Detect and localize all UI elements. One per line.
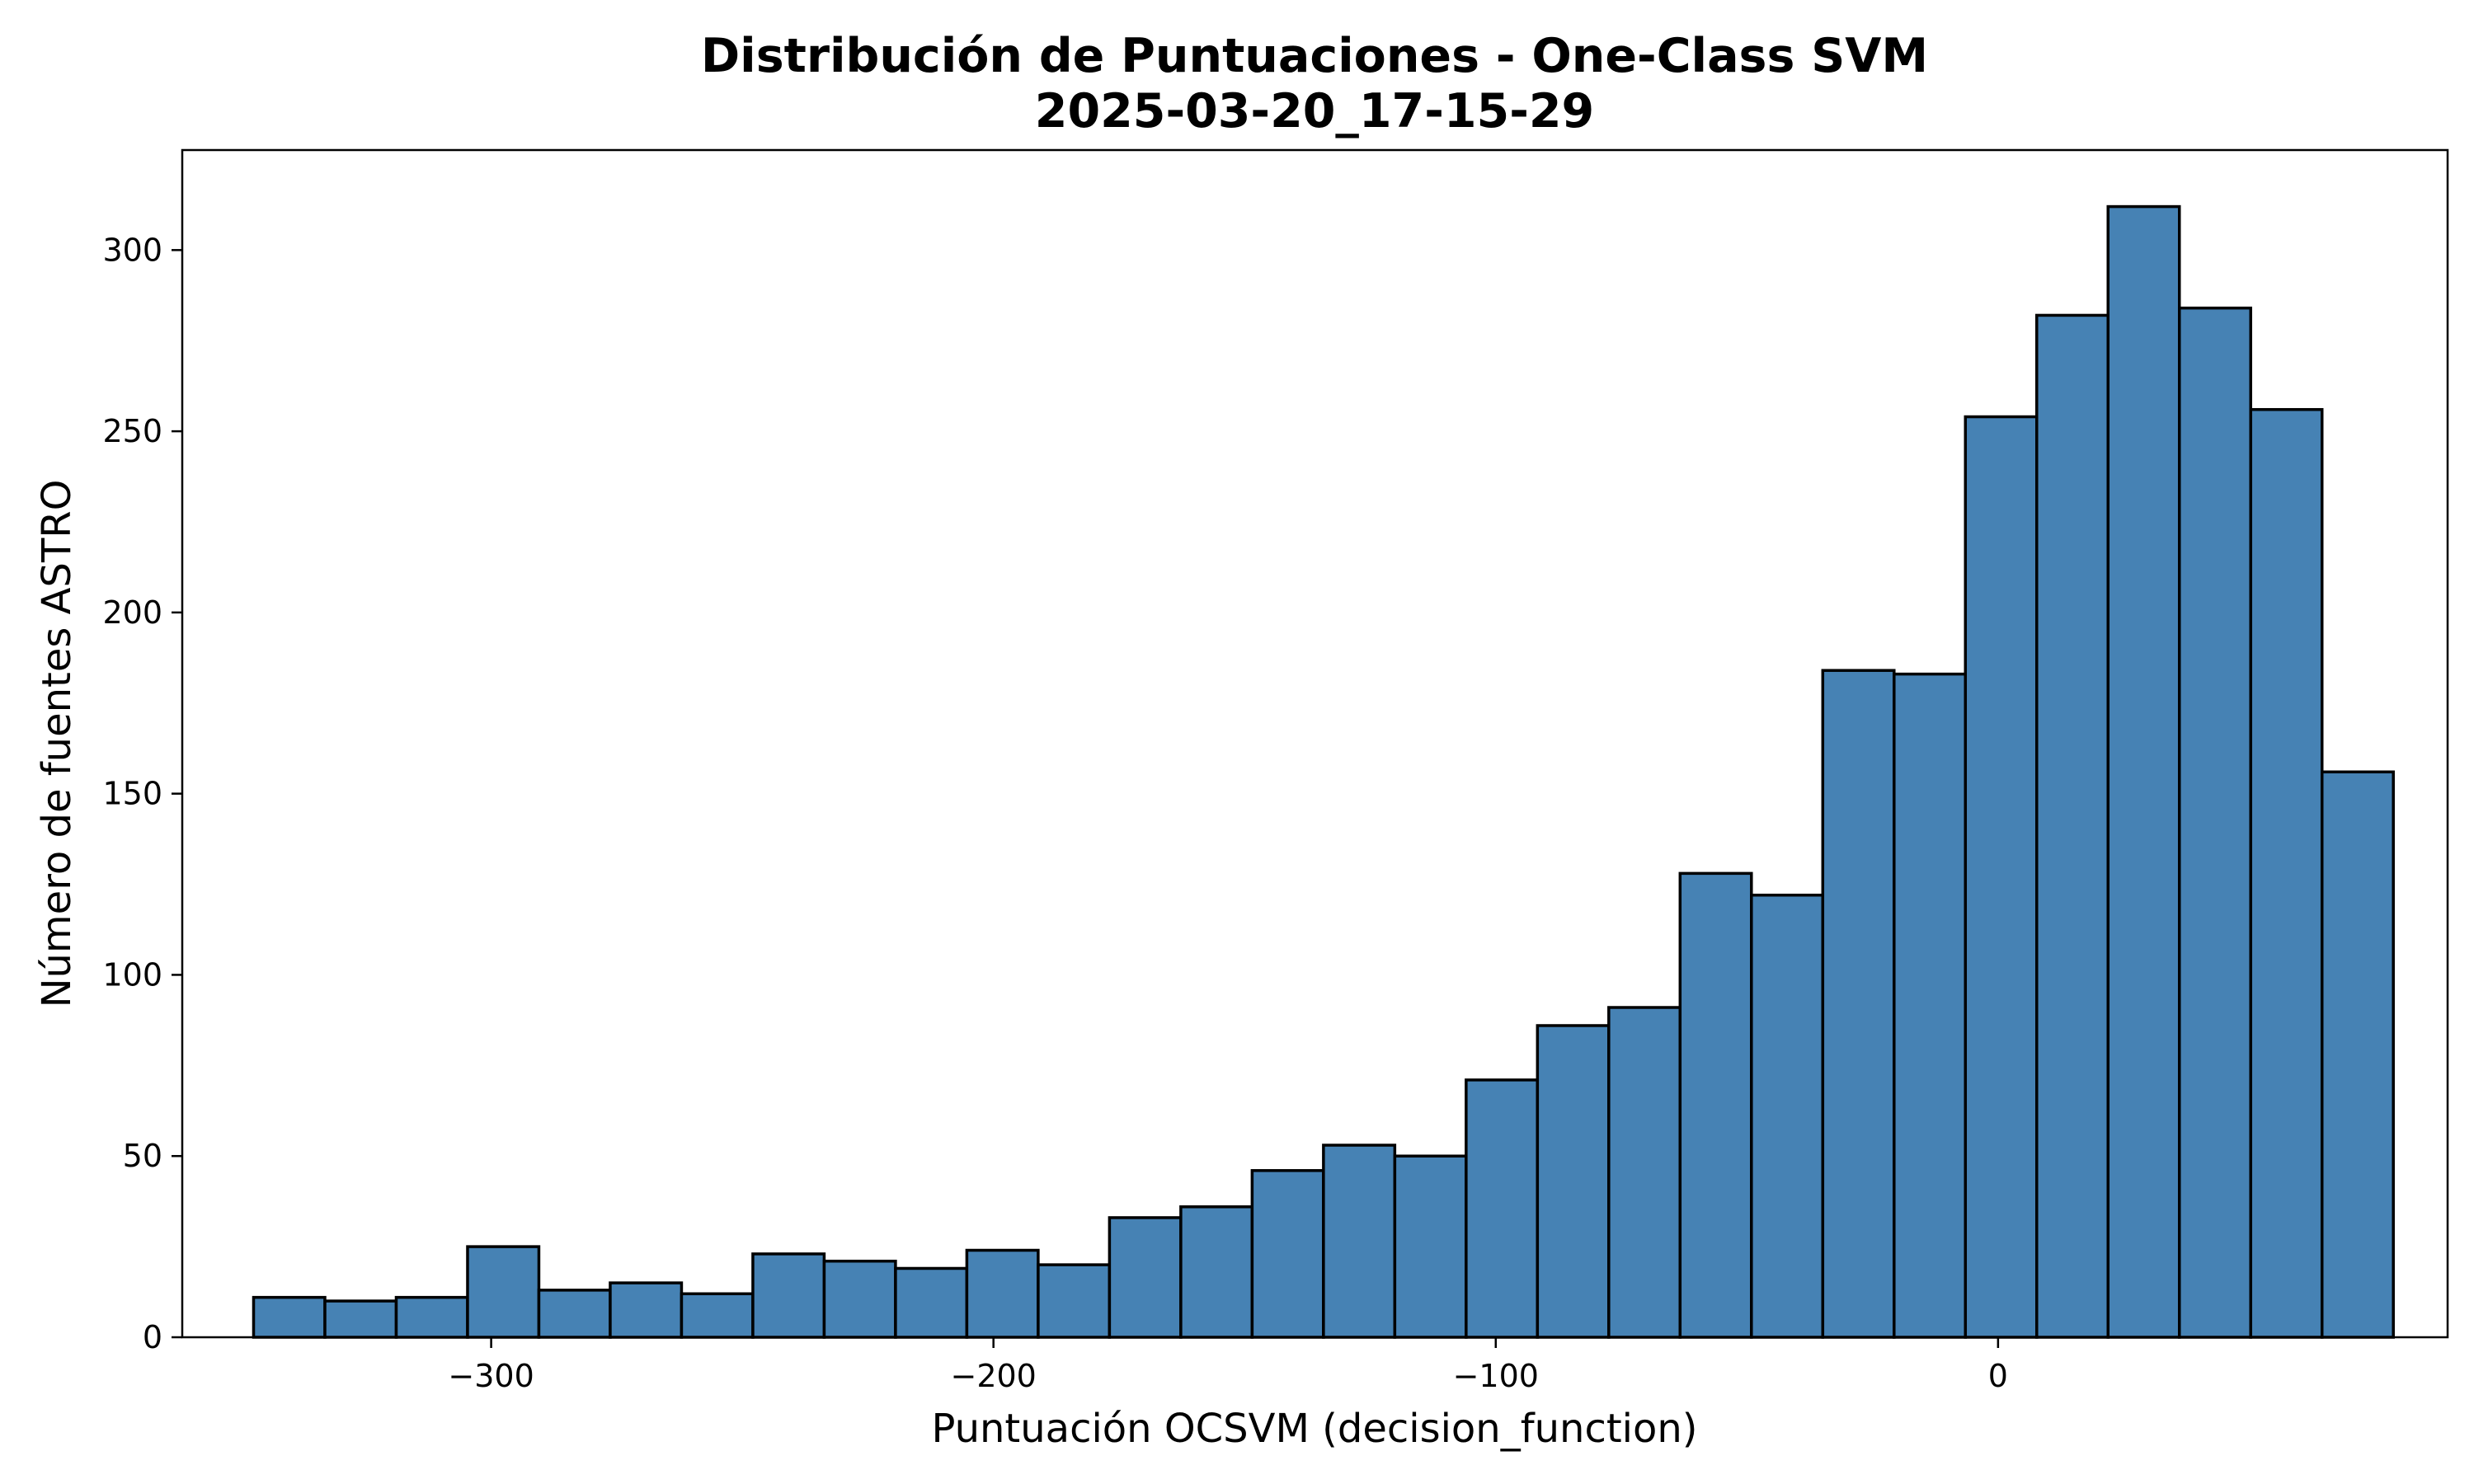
histogram-bar: [2249, 407, 2324, 1339]
histogram-bar: [1322, 1144, 1397, 1339]
y-tick-label: 200: [102, 594, 162, 631]
histogram-bar: [1821, 669, 1896, 1339]
histogram-bar: [751, 1252, 826, 1339]
histogram-bar: [1964, 415, 2039, 1339]
bars-group: [252, 204, 2395, 1339]
histogram-bar: [1893, 672, 1968, 1339]
histogram-bar: [1750, 893, 1825, 1339]
histogram-bar: [1108, 1216, 1183, 1339]
histogram-bar: [252, 1295, 327, 1339]
chart-title: Distribución de Puntuaciones - One-Class…: [701, 29, 1928, 83]
histogram-bar: [894, 1266, 969, 1339]
histogram-bar: [537, 1289, 612, 1339]
y-tick-label: 100: [102, 956, 162, 993]
histogram-bar: [394, 1295, 469, 1339]
histogram-bar: [1465, 1078, 1540, 1339]
x-tick-label: −300: [448, 1358, 534, 1394]
y-tick-label: 0: [143, 1319, 162, 1355]
histogram-bar: [2035, 313, 2110, 1339]
x-axis-ticks: −300 −200 −100 0: [448, 1337, 2008, 1394]
plot-frame: [181, 148, 2449, 1339]
x-axis-label: Puntuación OCSVM (decision_function): [931, 1406, 1697, 1452]
histogram-bar: [1037, 1263, 1112, 1339]
y-tick-label: 50: [123, 1138, 162, 1174]
histogram-bar: [822, 1259, 897, 1339]
histogram-bar: [2320, 770, 2395, 1339]
histogram-bar: [1678, 871, 1753, 1339]
histogram-bar: [2177, 306, 2252, 1339]
histogram-bar: [466, 1245, 541, 1339]
histogram-bar: [1607, 1006, 1682, 1339]
histogram-bar: [323, 1299, 398, 1339]
y-tick-label: 250: [102, 413, 162, 449]
x-tick-label: 0: [1988, 1358, 2008, 1394]
histogram-bar: [2106, 204, 2181, 1339]
histogram-bar: [1536, 1024, 1611, 1339]
histogram-bar: [965, 1248, 1040, 1339]
y-tick-label: 150: [102, 776, 162, 812]
y-axis-ticks: 0 50 100 150 200 250 300: [102, 232, 182, 1355]
y-tick-label: 300: [102, 232, 162, 268]
x-tick-label: −200: [950, 1358, 1036, 1394]
histogram-bar: [680, 1292, 755, 1339]
histogram-bar: [609, 1281, 684, 1339]
y-axis-label: Número de fuentes ASTRO: [34, 480, 80, 1008]
chart-subtitle: 2025-03-20_17-15-29: [1035, 84, 1594, 139]
histogram-bar: [1179, 1205, 1254, 1339]
histogram-bar: [1393, 1154, 1468, 1339]
x-tick-label: −100: [1453, 1358, 1539, 1394]
histogram-bar: [1250, 1169, 1325, 1339]
